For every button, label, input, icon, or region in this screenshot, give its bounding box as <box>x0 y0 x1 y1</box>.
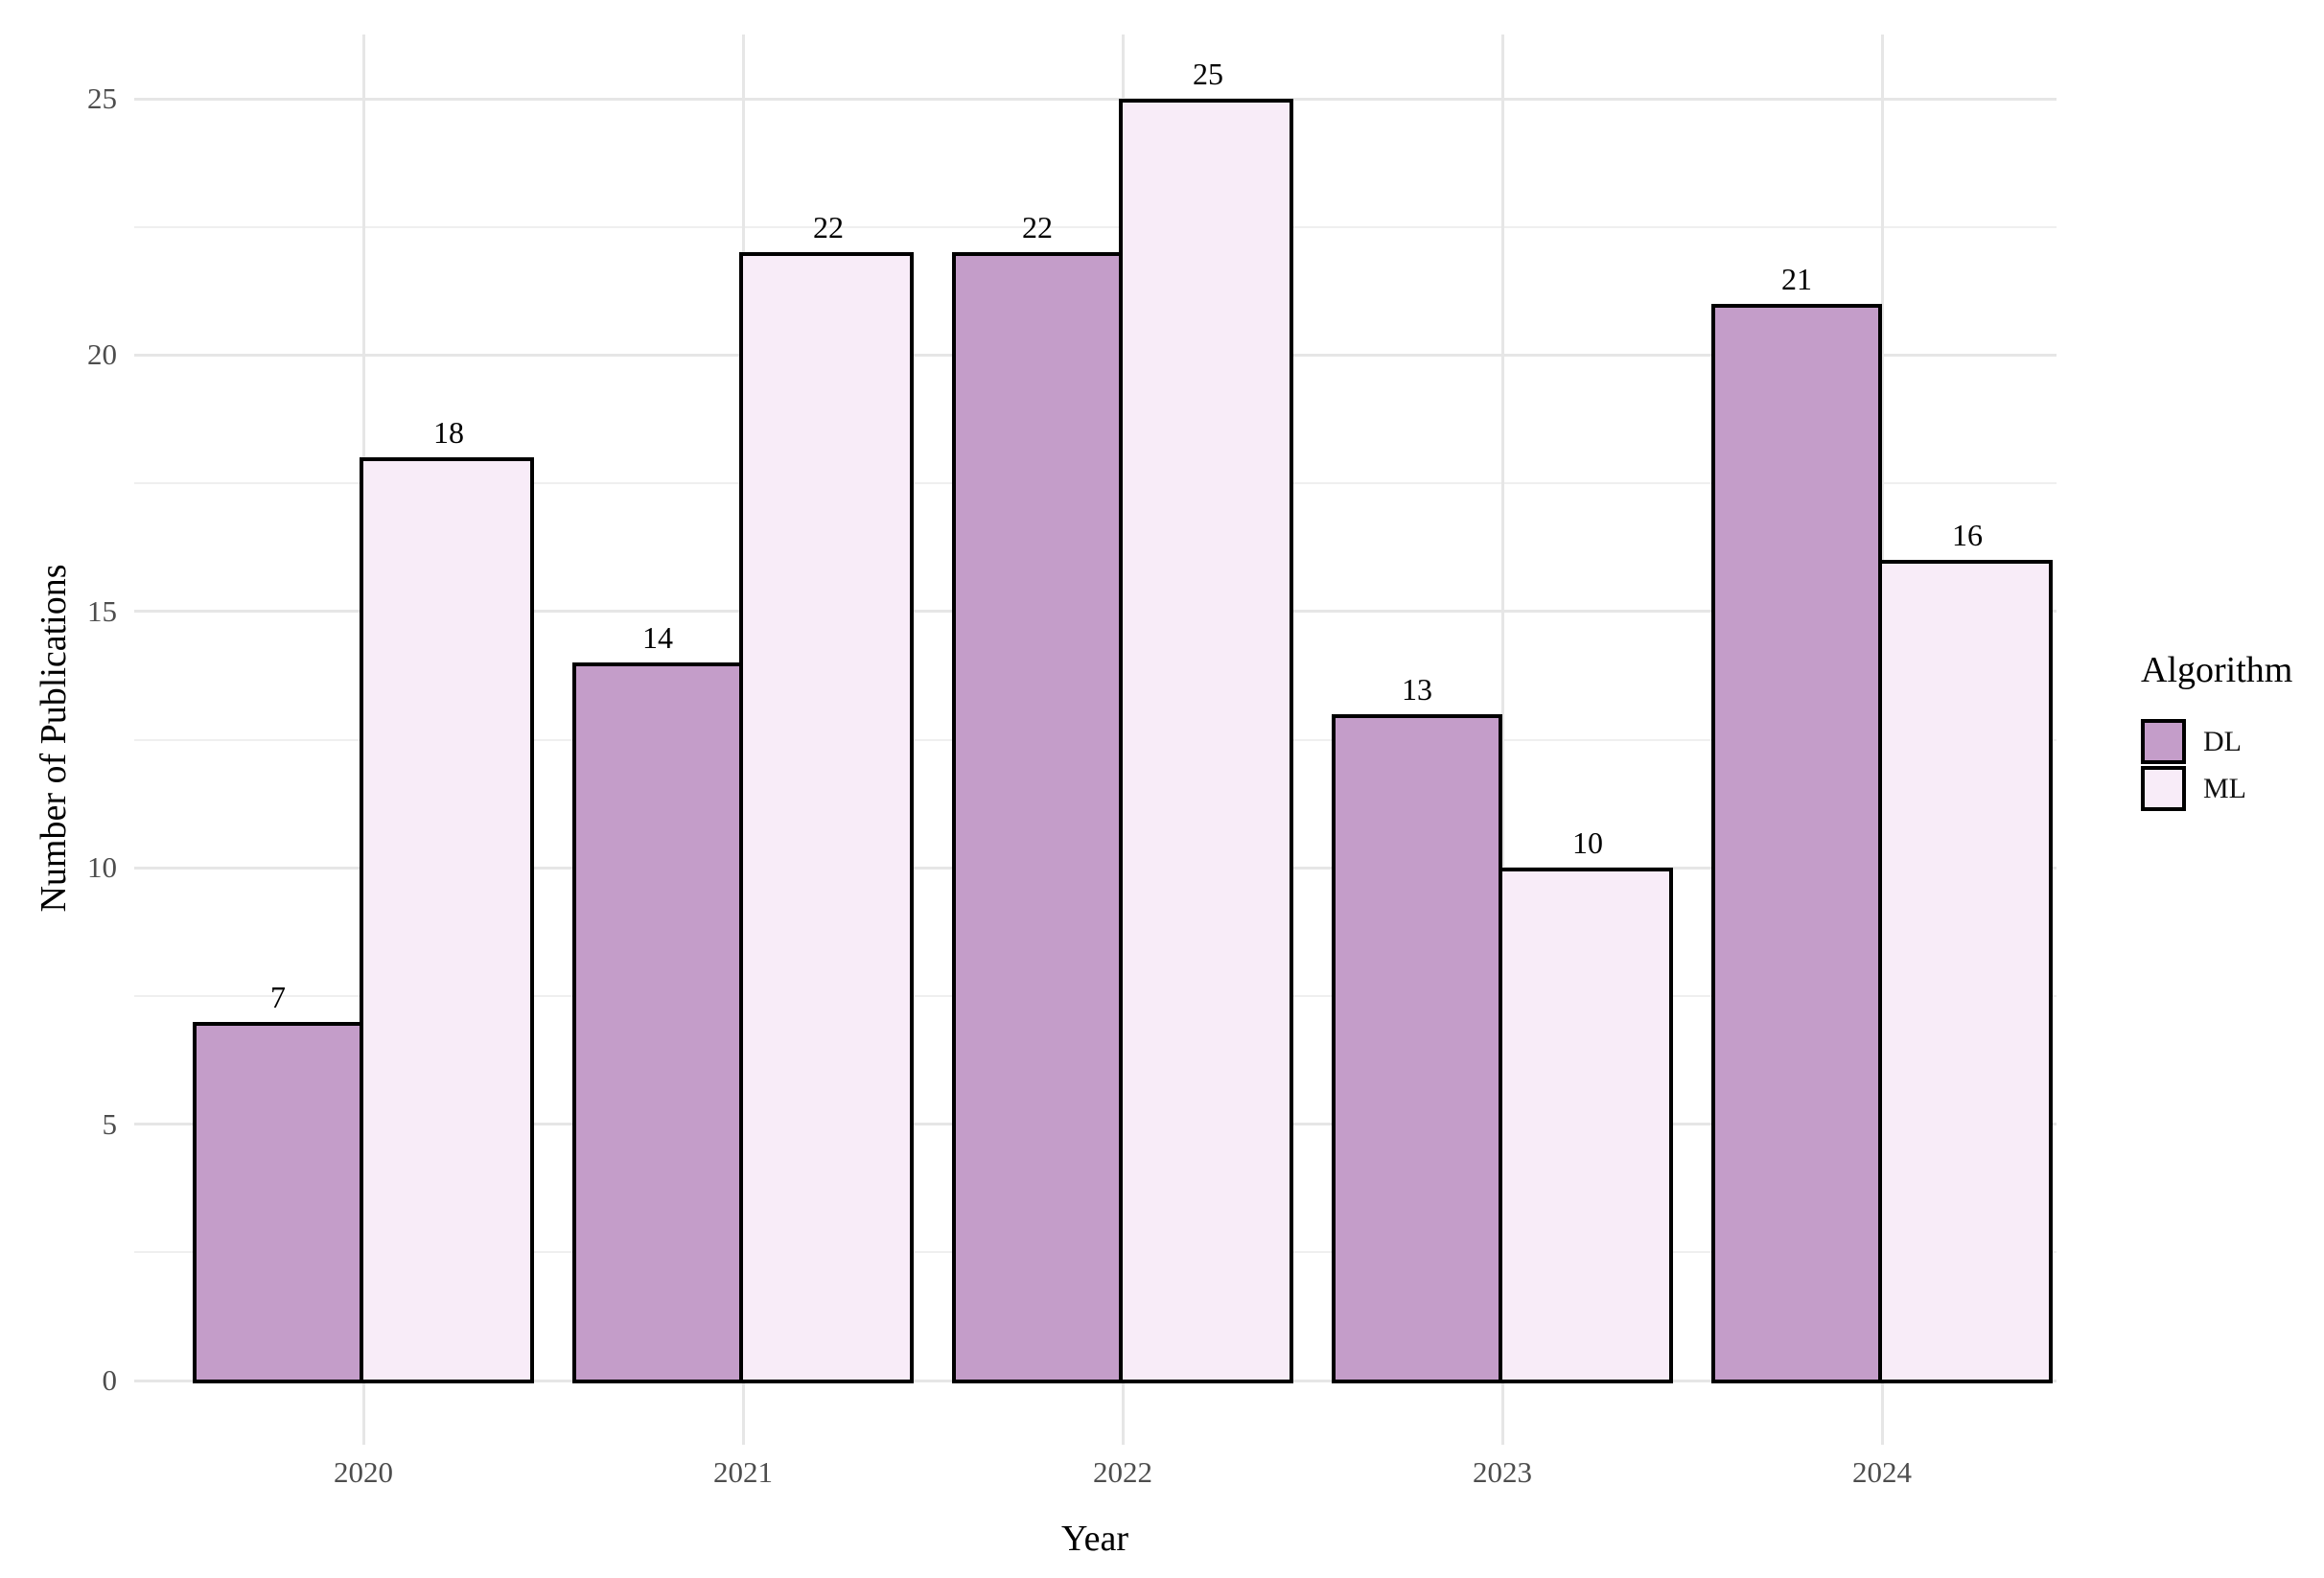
x-tick-label-2021: 2021 <box>713 1455 773 1489</box>
bar-value-label-dl-2020: 7 <box>270 979 286 1014</box>
x-tick-label-2020: 2020 <box>334 1455 393 1489</box>
y-gridline-major <box>134 97 2057 101</box>
y-tick-label: 15 <box>87 593 117 628</box>
bar-value-label-ml-2021: 22 <box>813 210 844 245</box>
x-axis-title: Year <box>1060 1519 1129 1559</box>
legend: Algorithm DL ML <box>2141 648 2292 813</box>
legend-swatch-dl <box>2141 719 2186 764</box>
bar-ml-2021 <box>739 252 914 1383</box>
bar-dl-2021 <box>572 662 743 1383</box>
y-tick-label: 10 <box>87 850 117 885</box>
y-tick-label: 25 <box>87 81 117 115</box>
legend-label-dl: DL <box>2203 726 2242 757</box>
legend-item-ml: ML <box>2141 766 2292 811</box>
legend-swatch-ml <box>2141 766 2186 811</box>
bar-dl-2024 <box>1711 303 1882 1383</box>
y-tick-label: 5 <box>102 1106 118 1141</box>
plot-panel: 7 18 14 22 22 25 13 10 21 16 <box>134 35 2057 1445</box>
x-tick-label-2022: 2022 <box>1093 1455 1152 1489</box>
x-tick-label-2023: 2023 <box>1473 1455 1532 1489</box>
x-tick-label-2024: 2024 <box>1852 1455 1912 1489</box>
legend-title: Algorithm <box>2141 650 2293 690</box>
bar-ml-2020 <box>360 457 534 1383</box>
bar-value-label-dl-2024: 21 <box>1781 261 1812 296</box>
bar-value-label-dl-2022: 22 <box>1022 210 1053 245</box>
bar-value-label-ml-2023: 10 <box>1572 825 1603 861</box>
bar-value-label-dl-2023: 13 <box>1402 671 1432 707</box>
legend-item-dl: DL <box>2141 719 2292 764</box>
bar-value-label-ml-2020: 18 <box>433 415 464 451</box>
bar-ml-2023 <box>1499 868 1673 1383</box>
legend-label-ml: ML <box>2203 773 2246 804</box>
y-gridline-minor <box>134 225 2057 228</box>
bar-ml-2022 <box>1119 99 1293 1383</box>
bar-dl-2020 <box>193 1021 363 1383</box>
bar-value-label-ml-2024: 16 <box>1952 518 1983 553</box>
x-gridline-major <box>1500 35 1504 1445</box>
bar-dl-2023 <box>1332 713 1502 1383</box>
bar-ml-2024 <box>1878 560 2053 1383</box>
y-tick-label: 20 <box>87 337 117 372</box>
legend-items: DL ML <box>2141 719 2292 811</box>
bar-dl-2022 <box>952 252 1123 1383</box>
y-tick-label: 0 <box>102 1363 118 1397</box>
bar-value-label-ml-2022: 25 <box>1193 57 1223 91</box>
bar-value-label-dl-2021: 14 <box>642 620 673 656</box>
